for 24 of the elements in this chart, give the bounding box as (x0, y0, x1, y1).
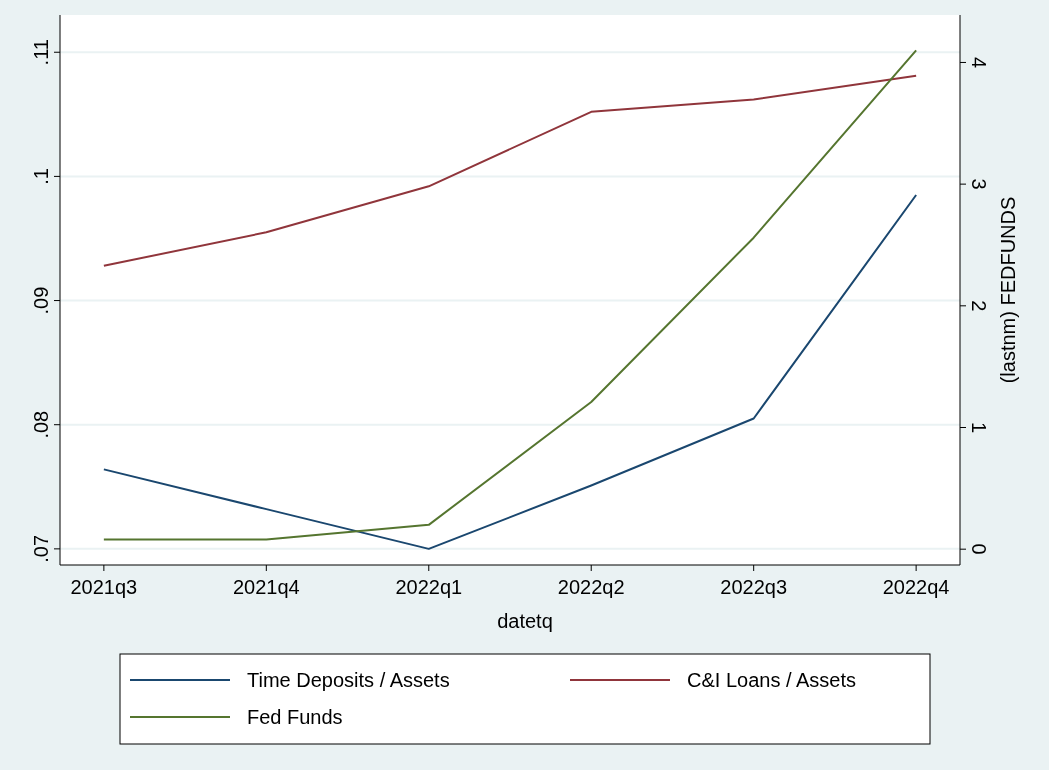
y2-tick-label: 1 (968, 421, 990, 434)
y-tick-label: .08 (30, 410, 52, 439)
line-series (102, 194, 918, 550)
legend-label: C&I Loans / Assets (687, 669, 856, 691)
y-tick-label: .11 (30, 39, 52, 66)
y2-axis-title: (lastnm) FEDFUNDS (997, 196, 1019, 384)
x-axis-title: datetq (497, 610, 553, 632)
x-tick-label: 2022q4 (882, 576, 950, 598)
x-tick-label: 2022q3 (720, 576, 788, 598)
y2-tick-label: 2 (968, 300, 990, 312)
line-series (102, 74, 918, 267)
x-tick-label: 2022q1 (395, 576, 463, 598)
legend-label: Time Deposits / Assets (247, 669, 450, 691)
y-tick-label: .07 (30, 534, 52, 563)
x-tick-label: 2021q4 (232, 576, 300, 598)
y2-tick-label: 4 (968, 56, 990, 69)
x-tick-label: 2021q3 (70, 576, 138, 598)
line-series (102, 49, 918, 541)
legend-label: Fed Funds (247, 706, 343, 728)
y2-tick-label: 0 (968, 543, 990, 555)
x-tick-label: 2022q2 (557, 576, 625, 598)
y2-tick-label: 3 (968, 178, 990, 190)
y-tick-label: .09 (30, 286, 52, 315)
y-tick-label: .1 (30, 168, 52, 185)
